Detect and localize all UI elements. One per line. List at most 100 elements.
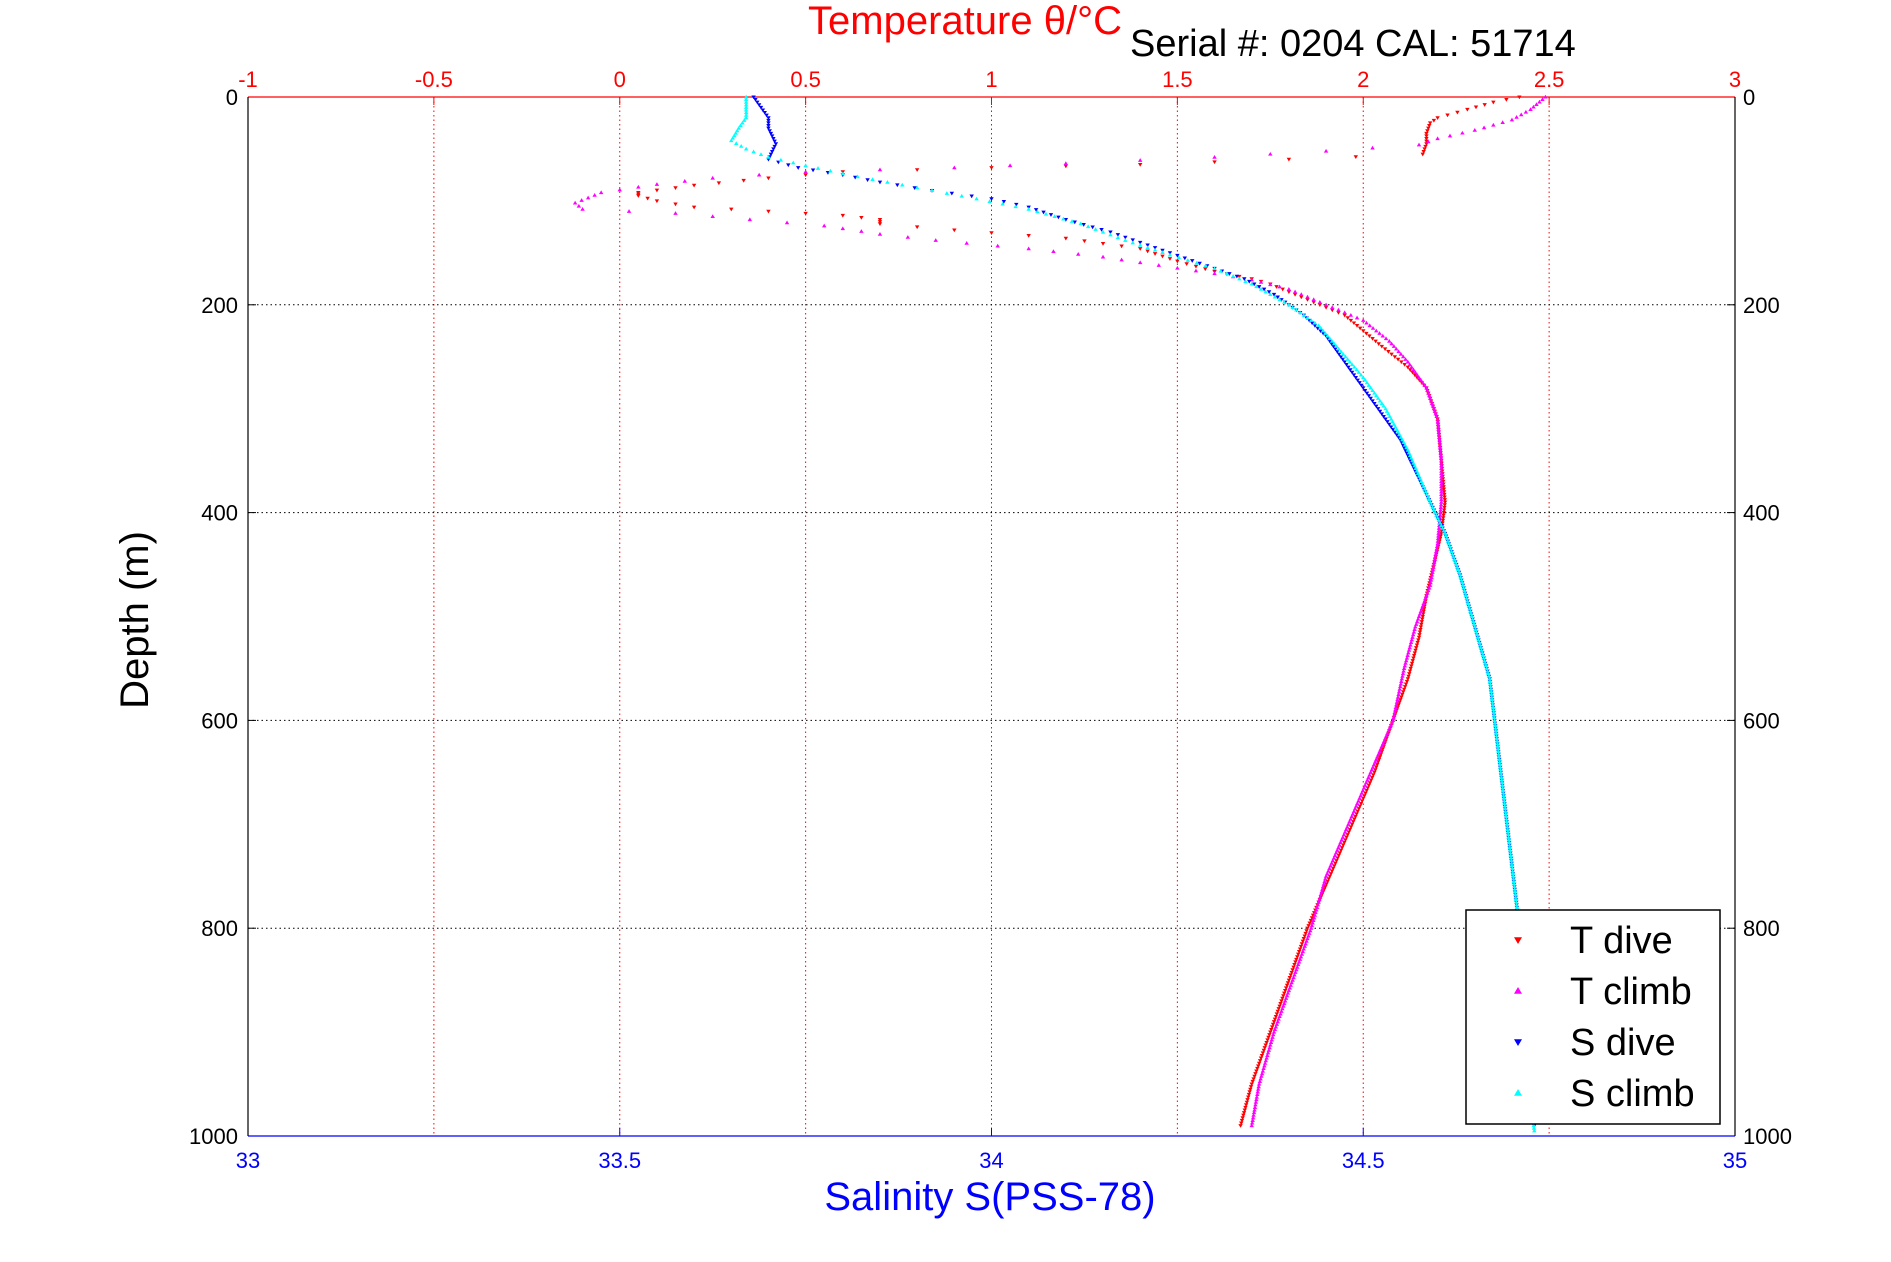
data-point-t-climb: [1401, 666, 1407, 670]
data-point-t-climb: [1285, 990, 1291, 995]
data-point-t-dive: [1365, 786, 1370, 791]
data-point-s-climb: [1294, 307, 1299, 312]
axes: [247, 96, 1736, 1137]
depth-tick-label-right: 1000: [1743, 1124, 1792, 1149]
data-point-s-climb: [1491, 713, 1497, 717]
data-point-s-dive: [1227, 272, 1232, 276]
data-point-t-climb: [654, 182, 660, 186]
data-point-t-climb: [1311, 297, 1316, 302]
data-point-s-climb: [1427, 500, 1433, 504]
data-point-t-climb: [1293, 970, 1298, 974]
data-point-s-climb: [1000, 201, 1005, 206]
data-point-s-climb: [1398, 435, 1404, 439]
temperature-tick-label: 0.5: [790, 67, 821, 92]
data-point-t-climb: [1377, 331, 1382, 335]
data-point-t-climb: [1318, 892, 1324, 896]
data-point-s-climb: [1442, 531, 1448, 535]
data-point-s-dive: [1388, 425, 1394, 430]
data-point-t-climb: [1411, 367, 1416, 372]
data-point-t-climb: [1433, 551, 1438, 556]
data-point-t-climb: [1292, 289, 1298, 294]
data-point-s-climb: [1386, 411, 1391, 416]
data-point-t-climb: [1374, 328, 1379, 333]
data-point-s-climb: [1345, 357, 1350, 361]
data-point-t-climb: [1076, 252, 1081, 256]
data-point-s-climb: [1404, 445, 1409, 450]
data-point-t-climb: [1282, 998, 1288, 1003]
data-point-t-climb: [1411, 629, 1417, 634]
data-point-t-climb: [1314, 907, 1319, 912]
data-point-s-climb: [914, 185, 920, 190]
data-point-s-climb: [987, 199, 992, 203]
data-point-t-climb: [1437, 437, 1442, 442]
data-point-t-climb: [1310, 920, 1315, 925]
data-point-s-climb: [1354, 367, 1359, 372]
data-point-t-dive: [1401, 690, 1406, 695]
data-point-t-climb: [1439, 494, 1444, 499]
data-point-t-climb: [592, 192, 597, 197]
data-point-t-climb: [1439, 476, 1444, 481]
data-point-s-climb: [1383, 406, 1388, 411]
data-point-t-climb: [1424, 593, 1429, 598]
data-point-s-dive: [1145, 243, 1150, 248]
data-point-t-climb: [1435, 538, 1441, 543]
data-point-s-dive: [1115, 233, 1121, 237]
data-point-s-climb: [870, 177, 875, 181]
legend-label-t-climb: T climb: [1570, 971, 1692, 1013]
data-point-t-dive: [1263, 1043, 1268, 1048]
data-point-s-dive: [772, 144, 777, 149]
data-point-s-climb: [740, 120, 745, 125]
data-point-s-climb: [1469, 614, 1475, 619]
data-point-s-climb: [1514, 905, 1520, 909]
data-point-t-climb: [1481, 125, 1487, 130]
data-point-t-climb: [1251, 1113, 1256, 1117]
data-point-s-climb: [1490, 705, 1496, 709]
data-point-t-climb: [747, 217, 753, 222]
data-point-t-dive: [1376, 342, 1381, 346]
data-point-s-climb: [1487, 679, 1493, 683]
data-point-t-climb: [1305, 294, 1310, 299]
data-point-s-climb: [1502, 801, 1507, 806]
data-point-t-climb: [1416, 142, 1422, 147]
data-point-s-climb: [1494, 738, 1500, 743]
data-point-s-climb: [1448, 546, 1453, 551]
data-point-t-climb: [1426, 588, 1431, 593]
data-point-s-climb: [1249, 281, 1254, 286]
data-point-s-climb: [1449, 549, 1454, 554]
data-point-t-dive: [1377, 755, 1383, 759]
temperature-tick-label: 2.5: [1534, 67, 1565, 92]
data-point-t-dive: [1347, 827, 1353, 832]
data-point-t-climb: [1439, 497, 1444, 502]
data-point-s-climb: [1468, 609, 1473, 613]
data-point-t-climb: [1419, 606, 1425, 611]
depth-tick-label-right: 600: [1743, 708, 1780, 733]
data-point-t-climb: [1439, 458, 1444, 463]
data-point-s-climb: [1499, 777, 1504, 782]
data-point-t-dive: [1412, 373, 1418, 378]
data-point-t-climb: [1408, 642, 1413, 647]
data-point-t-climb: [1316, 900, 1321, 904]
data-point-t-dive: [1397, 700, 1402, 705]
data-point-s-climb: [1459, 580, 1465, 585]
data-point-s-dive: [969, 194, 974, 199]
data-point-s-dive: [1344, 363, 1349, 367]
data-point-t-dive: [1251, 1077, 1256, 1082]
data-point-s-climb: [900, 182, 905, 187]
data-point-t-dive: [1269, 1027, 1274, 1032]
data-point-t-dive: [1311, 300, 1316, 305]
data-point-t-climb: [1439, 492, 1444, 496]
data-point-t-climb: [1387, 338, 1392, 343]
data-point-s-climb: [1463, 593, 1469, 598]
data-point-s-climb: [828, 168, 833, 173]
data-point-t-dive: [1353, 155, 1359, 159]
data-point-t-climb: [1249, 1120, 1255, 1125]
data-point-s-dive: [1331, 344, 1336, 349]
temperature-tick-label: -0.5: [415, 67, 453, 92]
data-point-s-climb: [1338, 349, 1344, 354]
data-point-s-climb: [1514, 902, 1519, 907]
data-point-t-dive: [1405, 677, 1411, 682]
data-point-t-climb: [1428, 580, 1433, 585]
data-point-s-climb: [766, 155, 771, 159]
data-point-s-climb: [1268, 292, 1273, 296]
data-point-t-dive: [1473, 105, 1479, 110]
